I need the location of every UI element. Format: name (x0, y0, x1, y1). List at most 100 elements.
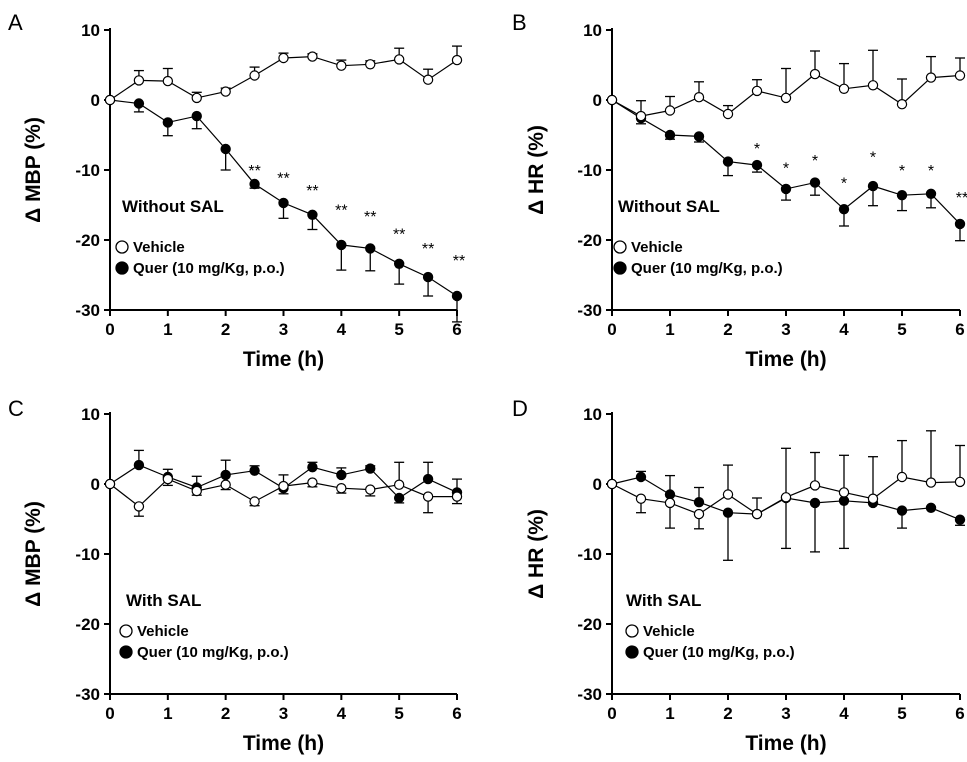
data-point (104, 478, 116, 490)
series-vehicle (606, 430, 966, 530)
x-tick-label: 2 (221, 704, 230, 723)
data-point (365, 463, 376, 474)
data-point (162, 117, 174, 128)
significance-mark: ** (393, 227, 405, 244)
data-point (220, 86, 231, 97)
significance-mark: * (899, 163, 905, 180)
data-point (422, 271, 434, 283)
x-tick-label: 0 (105, 320, 114, 339)
data-point (451, 54, 463, 66)
data-point (422, 74, 434, 85)
data-point (133, 459, 145, 471)
data-point (780, 492, 792, 503)
significance-mark: * (812, 153, 818, 170)
x-axis-title: Time (h) (243, 348, 324, 371)
y-tick-label: -30 (577, 685, 602, 704)
data-point (191, 485, 202, 497)
x-tick-label: 5 (897, 320, 906, 339)
data-point (809, 68, 821, 80)
x-tick-label: 5 (394, 320, 403, 339)
data-point (954, 70, 966, 81)
series-quer: ** ** ** ** ** ** ** ** (104, 94, 465, 323)
significance-mark: * (870, 150, 876, 167)
y-tick-label: -10 (577, 545, 602, 564)
legend-marker (119, 645, 133, 659)
legend-label: Vehicle (643, 623, 695, 640)
x-axis-title: Time (h) (243, 732, 324, 755)
x-tick-label: 0 (105, 704, 114, 723)
data-point (104, 94, 116, 106)
data-point (896, 189, 908, 201)
x-tick-label: 6 (955, 320, 964, 339)
data-point (838, 203, 850, 215)
data-point (393, 258, 405, 269)
x-tick-label: 4 (839, 320, 849, 339)
data-point (220, 143, 231, 155)
data-point (954, 514, 966, 525)
x-tick-label: 4 (337, 320, 347, 339)
x-tick-label: 6 (452, 320, 461, 339)
condition-annotation: With SAL (126, 591, 201, 610)
y-tick-label: -10 (75, 161, 100, 180)
x-tick-label: 0 (607, 320, 616, 339)
y-tick-label: 0 (593, 475, 602, 494)
data-point (809, 497, 821, 509)
legend-marker (613, 240, 627, 254)
data-point (954, 218, 966, 230)
y-tick-label: 10 (81, 21, 100, 40)
data-point (635, 110, 647, 122)
data-point (249, 70, 260, 81)
significance-mark: ** (956, 190, 967, 207)
x-tick-label: 3 (279, 704, 288, 723)
x-axis-title: Time (h) (745, 348, 826, 371)
data-point (925, 188, 937, 199)
legend-entry: Vehicle (119, 623, 189, 640)
data-point (393, 492, 405, 504)
x-tick-label: 5 (897, 704, 906, 723)
series-vehicle (104, 461, 463, 517)
data-point (925, 502, 937, 513)
significance-mark: ** (422, 241, 434, 258)
x-tick-label: 3 (781, 320, 790, 339)
data-point (954, 476, 966, 488)
data-point (809, 177, 821, 188)
legend-label: Vehicle (133, 239, 185, 256)
y-tick-label: 10 (583, 21, 602, 40)
data-point (162, 75, 174, 87)
significance-mark: * (928, 163, 934, 180)
legend-marker (115, 261, 129, 275)
data-point (722, 108, 734, 120)
significance-mark: ** (306, 183, 318, 200)
data-point (249, 178, 260, 190)
legend-entry: Quer (10 mg/Kg, p.o.) (119, 644, 289, 661)
data-point (133, 501, 145, 512)
y-tick-label: -10 (75, 545, 100, 564)
data-point (307, 462, 318, 473)
significance-mark: ** (248, 163, 260, 180)
x-tick-label: 1 (665, 320, 674, 339)
significance-mark: ** (277, 171, 289, 188)
significance-mark: ** (453, 253, 465, 270)
data-point (307, 209, 318, 220)
legend-marker (613, 261, 627, 275)
x-tick-label: 6 (955, 704, 964, 723)
data-point (451, 290, 463, 302)
data-point (925, 477, 937, 488)
legend-label: Vehicle (137, 623, 189, 640)
legend-marker (119, 624, 133, 638)
data-point (365, 484, 376, 495)
data-point (278, 197, 289, 209)
data-point (664, 105, 676, 116)
data-point (220, 469, 231, 481)
series-vehicle (104, 45, 463, 106)
data-point (722, 489, 734, 500)
data-point (635, 493, 647, 504)
legend-label: Quer (10 mg/Kg, p.o.) (631, 260, 783, 277)
panel-c: C 10 0 -10 -20 -30 0 1 2 3 4 5 6 Time (h) Δ MBP (%) Wit… (8, 396, 463, 755)
data-point (693, 497, 705, 508)
data-point (336, 60, 347, 71)
significance-mark: * (841, 175, 847, 192)
legend-entry: Quer (10 mg/Kg, p.o.) (613, 260, 783, 277)
significance-mark: * (754, 141, 760, 158)
data-point (191, 92, 202, 104)
